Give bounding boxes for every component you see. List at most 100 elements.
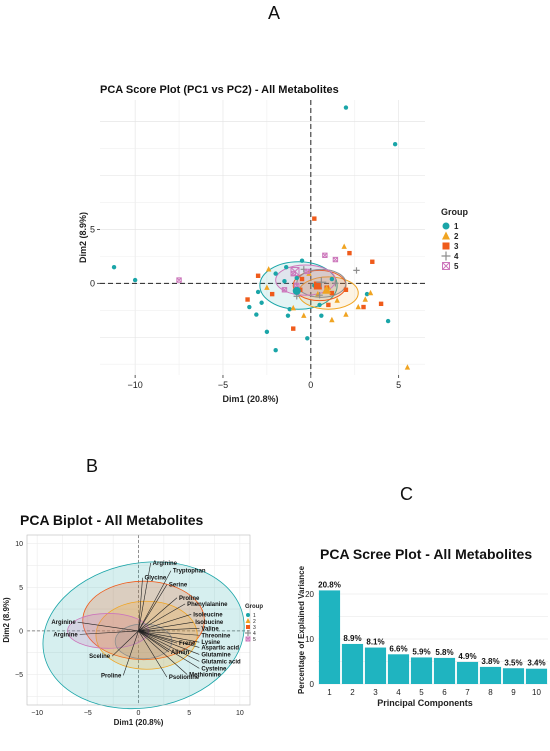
y-axis-label: Dim2 (8.9%): [2, 597, 11, 643]
loading-label: Tryptophan: [173, 569, 206, 575]
score-point-group-2: [290, 304, 296, 311]
x-tick-label: 5: [419, 688, 424, 697]
score-point-group-1: [319, 313, 324, 318]
loading-label: Threonine: [201, 633, 231, 639]
loading-arrow: [138, 630, 178, 644]
score-point-group-2: [355, 303, 361, 310]
y-tick-label: 5: [19, 585, 23, 592]
y-tick-label: −5: [15, 672, 23, 679]
legend-label-5: 5: [253, 637, 256, 643]
y-tick-label: 5: [90, 224, 95, 234]
y-axis-label: Percentage of Explained Variance: [297, 565, 306, 694]
loading-arrow: [138, 630, 200, 655]
loading-label: Cysteine: [201, 666, 227, 672]
score-point-group-2: [334, 297, 340, 303]
x-tick-label: 0: [308, 380, 313, 390]
y-tick-label: 10: [305, 635, 314, 644]
loading-label: Lysine: [201, 640, 220, 646]
y-tick-label: 20: [305, 590, 314, 599]
loading-arrow: [138, 614, 192, 632]
bar-value-label: 5.9%: [412, 647, 430, 656]
score-point-group-1: [254, 312, 259, 317]
loading-arrow: [138, 562, 151, 631]
score-plot: −10 −5 0 5 0 5 Dim1 (20.8%) Dim2 (8.9%) Group 123…: [78, 100, 468, 404]
loading-label: Proline: [179, 596, 200, 602]
x-tick-label: 4: [396, 688, 401, 697]
y-tick-label: 10: [15, 541, 23, 548]
loading-label: Glutamic acid: [201, 659, 241, 665]
score-point-group-3: [378, 301, 384, 307]
scree-bar: [502, 668, 525, 684]
biplot-ellipse-group-3: [82, 580, 205, 661]
loading-label: Sceline: [89, 654, 111, 660]
bar-value-label: 3.4%: [527, 659, 545, 668]
score-plot-title: PCA Score Plot (PC1 vs PC2) - All Metabo…: [100, 84, 339, 96]
biplot-ellipse-group-5: [67, 613, 150, 649]
scree-bar: [387, 654, 410, 684]
score-point-group-1: [273, 347, 278, 353]
loading-label: Proline: [101, 673, 122, 679]
score-point-group-4: [316, 291, 323, 299]
legend-key-4: [441, 251, 451, 261]
score-point-group-2: [301, 312, 307, 318]
loading-arrow: [138, 630, 200, 662]
scree-bar: [525, 668, 548, 684]
score-point-group-1: [259, 300, 264, 305]
score-point-group-2: [265, 266, 272, 272]
bar-value-label: 5.8%: [435, 648, 453, 657]
x-tick-label: −5: [218, 380, 228, 390]
bar-value-label: 4.9%: [458, 652, 476, 661]
loading-label: Isobucine: [195, 620, 224, 626]
legend-key-3: [442, 242, 450, 250]
score-point-group-5: [332, 256, 339, 263]
score-point-group-1: [294, 275, 299, 281]
score-point-group-4: [353, 267, 360, 274]
score-point-group-5: [304, 268, 310, 275]
score-point-group-3: [312, 216, 317, 221]
loading-arrow: [111, 630, 139, 657]
score-point-group-1: [284, 264, 289, 270]
x-tick-label: 5: [187, 710, 191, 717]
bar-value-label: 6.6%: [389, 644, 407, 653]
score-point-group-2: [367, 289, 374, 296]
loading-label: Arginine: [53, 632, 78, 638]
score-point-group-1: [264, 329, 270, 335]
score-point-group-3: [343, 287, 349, 293]
legend-title: Group: [441, 207, 468, 217]
score-point-group-1: [255, 289, 261, 295]
scree-bar: [456, 661, 479, 684]
x-axis-label: Dim1 (20.8%): [114, 718, 164, 727]
loading-label: Glycine: [145, 576, 167, 582]
loading-arrow: [138, 630, 200, 643]
x-tick-label: 5: [396, 380, 401, 390]
score-point-group-1: [329, 276, 335, 282]
score-point-group-1: [282, 278, 287, 284]
loading-arrow: [138, 630, 200, 636]
y-tick-label: 0: [19, 628, 23, 635]
x-tick-label: 8: [488, 688, 493, 697]
legend-key-4: [245, 630, 251, 636]
group-mean-2: [322, 284, 332, 294]
score-point-group-3: [255, 273, 261, 278]
bar-value-label: 20.8%: [318, 580, 341, 589]
loading-arrow: [138, 627, 200, 632]
score-point-group-3: [361, 304, 366, 310]
score-point-group-1: [392, 142, 398, 147]
x-axis-label: Dim1 (20.8%): [222, 394, 278, 404]
scree-bar: [433, 657, 456, 684]
loading-label: Arginine: [153, 561, 178, 567]
bar-value-label: 8.1%: [366, 638, 384, 647]
score-point-group-5: [322, 252, 328, 258]
loading-label: Valine: [201, 626, 219, 632]
score-point-group-1: [247, 304, 252, 310]
plot-frame: [26, 534, 251, 706]
score-point-group-5: [176, 277, 182, 283]
x-tick-label: 3: [373, 688, 378, 697]
group-mean-1: [292, 286, 301, 295]
loading-arrow: [138, 597, 178, 632]
score-point-group-3: [329, 290, 335, 296]
x-tick-label: 7: [465, 688, 470, 697]
legend-label-1: 1: [454, 222, 459, 231]
bar-value-label: 8.9%: [343, 634, 361, 643]
